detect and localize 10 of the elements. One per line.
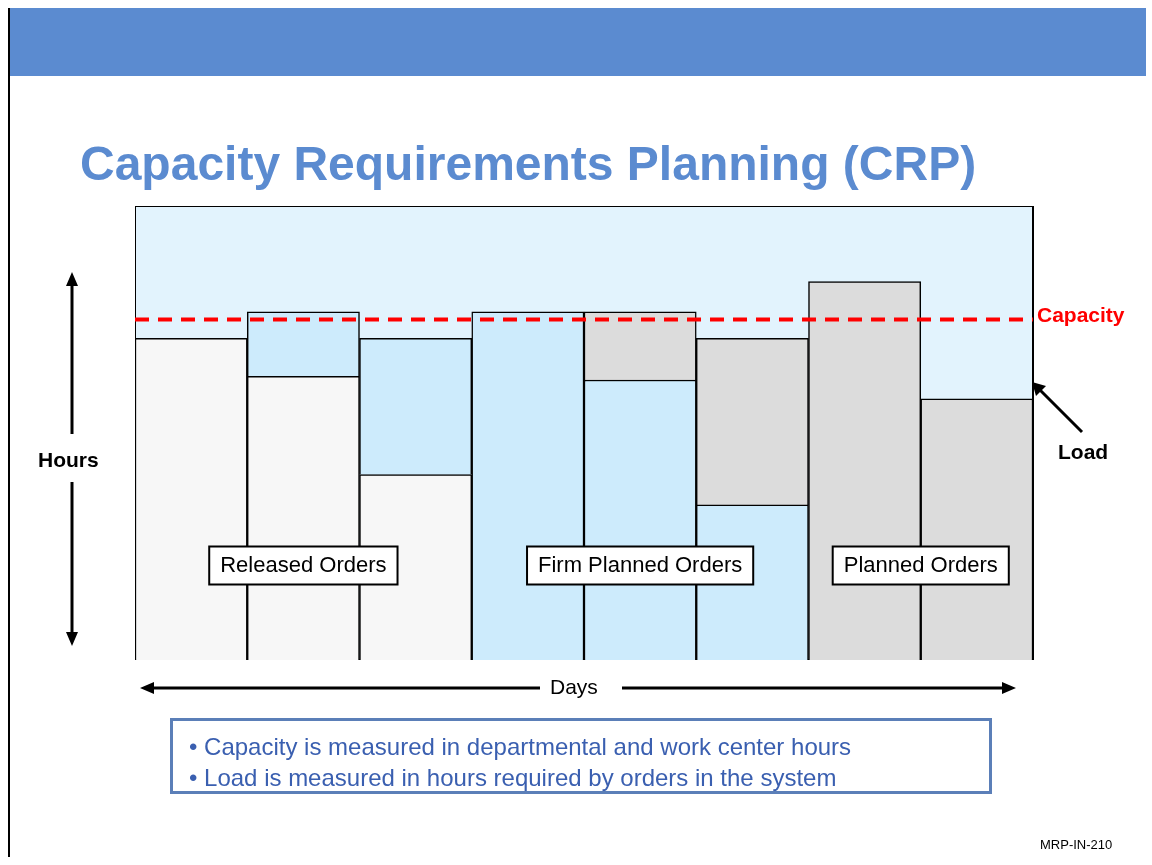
text: MRP-IN-210 bbox=[1040, 836, 1113, 854]
text: Load bbox=[1058, 440, 1109, 464]
x-axis-title: Days bbox=[550, 675, 598, 699]
note-box: • Capacity is measured in departmental and work center hours • Load is measured in hours required by orders in the system bbox=[170, 718, 992, 794]
y-axis-title: Hours bbox=[38, 448, 99, 472]
series-label: Released Orders bbox=[220, 552, 387, 578]
series-label: Planned Orders bbox=[843, 552, 998, 578]
ref-line-label: Capacity bbox=[1037, 303, 1125, 327]
chart-title: Capacity Requirements Planning (CRP) bbox=[80, 136, 977, 191]
series-label: Firm Planned Orders bbox=[538, 552, 743, 578]
